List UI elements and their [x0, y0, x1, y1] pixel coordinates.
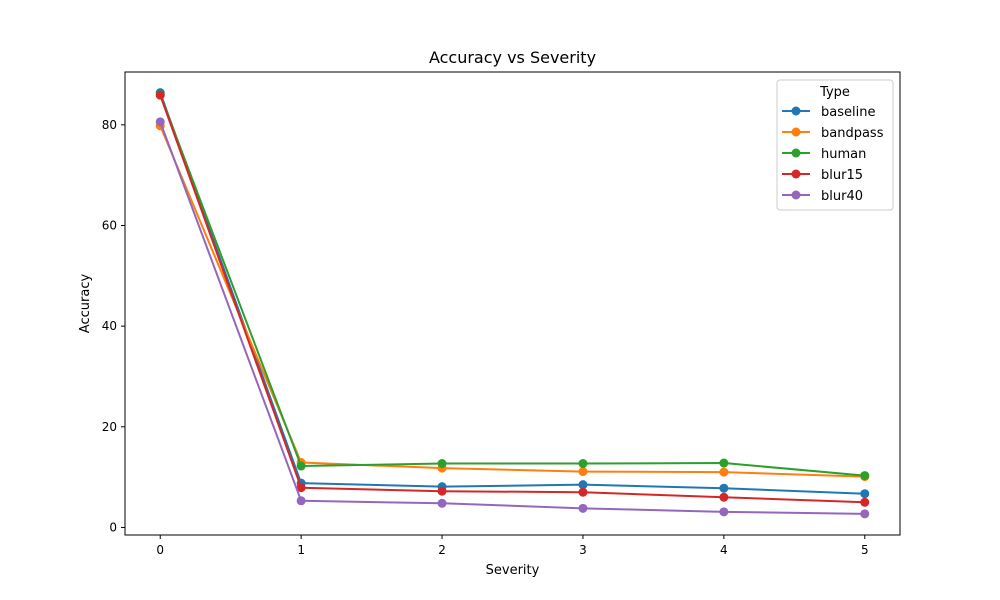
series-bandpass	[155, 121, 870, 482]
data-point-blur40	[860, 509, 870, 519]
plot-frame	[124, 71, 901, 536]
data-point-bandpass	[578, 467, 588, 477]
legend-label: blur15	[821, 168, 863, 183]
series-layer	[155, 88, 870, 519]
legend: Type baseline bandpass human blur15 blur40	[776, 79, 894, 211]
y-tick-label: 0	[109, 520, 117, 534]
data-point-human	[860, 471, 870, 481]
data-point-blur40	[437, 498, 447, 508]
legend-label: blur40	[821, 189, 863, 204]
series-blur15	[155, 90, 870, 507]
data-point-baseline	[719, 483, 729, 493]
data-point-blur15	[719, 492, 729, 502]
x-tick-label: 3	[579, 543, 587, 557]
legend-box	[776, 79, 894, 211]
legend-entry-blur15: blur15	[782, 168, 863, 183]
data-point-baseline	[578, 480, 588, 490]
x-tick-label: 2	[438, 543, 446, 557]
x-tick-label: 1	[297, 543, 305, 557]
series-human	[155, 90, 870, 481]
series-line-human	[159, 94, 865, 477]
series-blur40	[155, 117, 870, 519]
data-point-human	[296, 461, 306, 471]
x-axis-label: Severity	[486, 563, 540, 578]
data-point-blur15	[155, 90, 165, 100]
y-axis-label: Accuracy	[78, 274, 93, 334]
data-point-human	[578, 459, 588, 469]
x-tick-label: 0	[156, 543, 164, 557]
legend-marker	[791, 169, 801, 179]
data-point-blur15	[860, 497, 870, 507]
x-tick-label: 5	[861, 543, 869, 557]
y-axis: 0 20 40 60 80	[102, 118, 125, 534]
legend-label: bandpass	[821, 126, 884, 141]
data-point-blur40	[155, 117, 165, 127]
x-tick-label: 4	[720, 543, 728, 557]
data-point-blur15	[296, 483, 306, 493]
data-point-blur15	[437, 486, 447, 496]
legend-entry-baseline: baseline	[782, 105, 875, 120]
legend-marker	[791, 190, 801, 200]
y-tick-label: 40	[102, 319, 117, 333]
data-point-blur40	[296, 496, 306, 506]
series-baseline	[155, 88, 870, 499]
x-axis: 0 1 2 3 4 5	[156, 535, 869, 557]
data-point-human	[719, 458, 729, 468]
y-tick-label: 80	[102, 118, 117, 132]
legend-marker	[791, 106, 801, 116]
series-line-blur40	[159, 121, 865, 515]
legend-label: baseline	[821, 105, 875, 120]
chart-title: Accuracy vs Severity	[429, 48, 596, 67]
series-line-baseline	[159, 92, 865, 495]
data-point-human	[437, 459, 447, 469]
data-point-baseline	[860, 489, 870, 499]
legend-marker	[791, 127, 801, 137]
data-point-bandpass	[719, 467, 729, 477]
series-line-blur15	[159, 94, 865, 504]
legend-entry-blur40: blur40	[782, 189, 863, 204]
legend-entry-human: human	[782, 147, 866, 162]
data-point-blur15	[578, 487, 588, 497]
legend-label: human	[821, 147, 866, 162]
legend-title: Type	[819, 85, 850, 100]
legend-entry-bandpass: bandpass	[782, 126, 884, 141]
series-line-bandpass	[159, 125, 865, 478]
y-tick-label: 60	[102, 218, 117, 232]
y-tick-label: 20	[102, 420, 117, 434]
data-point-blur40	[719, 507, 729, 517]
legend-marker	[791, 148, 801, 158]
data-point-blur40	[578, 503, 588, 513]
